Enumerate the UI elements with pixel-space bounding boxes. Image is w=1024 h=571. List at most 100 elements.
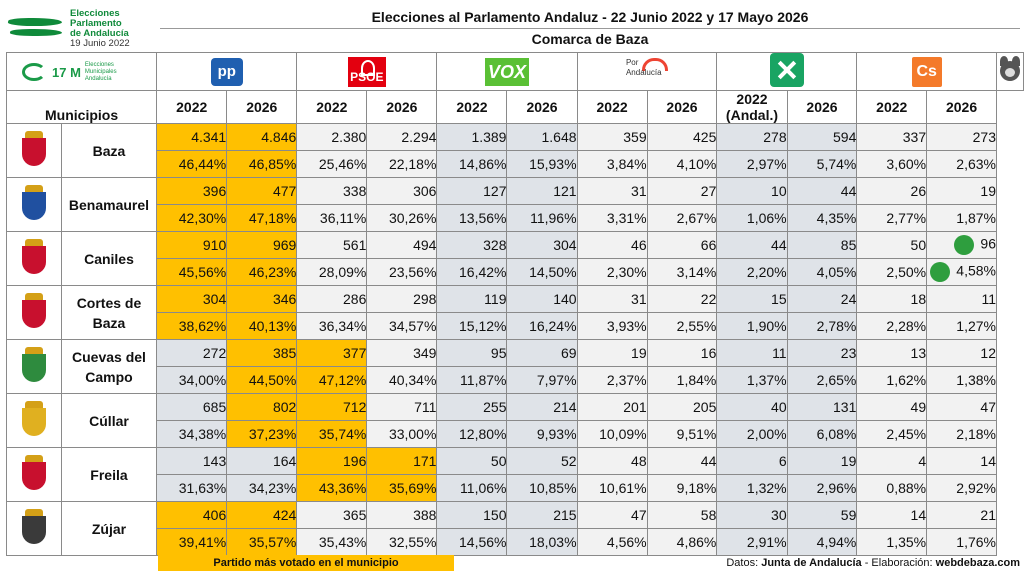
vote-cell: 969	[226, 231, 298, 259]
17m-ring-icon	[22, 63, 46, 81]
percent-cell: 25,46%	[296, 150, 368, 178]
vote-cell: 58	[646, 501, 718, 529]
year-header: 2026	[226, 90, 298, 124]
percent-cell: 3,60%	[856, 150, 928, 178]
percent-cell: 14,86%	[436, 150, 508, 178]
percent-cell: 1,62%	[856, 366, 928, 394]
table-row: 38,62% 40,13% 36,34% 34,57% 15,12% 16,24% 3,93…	[7, 312, 1024, 340]
vote-cell: 388	[366, 501, 438, 529]
logo-cell	[5, 52, 158, 91]
vote-cell: 31	[576, 177, 648, 205]
percent-cell: 40,13%	[226, 312, 298, 340]
table-row: Cúllar 685 802 712 711 255 214 201 205 40 131 49 47	[6, 393, 1024, 448]
municipio-name: Baza	[60, 123, 158, 178]
percent-cell: 31,63%	[156, 474, 228, 502]
percent-cell: 35,57%	[226, 528, 298, 556]
percent-cell: 34,38%	[156, 420, 228, 448]
percent-cell: 33,00%	[366, 420, 438, 448]
percent-cell: 2,45%	[856, 420, 928, 448]
percent-cell: 43,36%	[296, 474, 368, 502]
vote-cell: 121	[506, 177, 578, 205]
vox-icon: VOX	[484, 57, 529, 86]
vote-cell: 1.648	[506, 123, 578, 151]
vote-cell: 802	[226, 393, 298, 421]
source-credit: Datos: Junta de Andalucía - Elaboración:…	[726, 557, 1020, 569]
vote-cell: 19	[576, 339, 648, 367]
percent-cell: 34,23%	[226, 474, 298, 502]
vote-cell: 12	[926, 339, 997, 367]
vote-cell: 349	[366, 339, 438, 367]
percent-cell: 7,97%	[506, 366, 578, 394]
percent-cell: 14,50%	[506, 258, 578, 286]
crest-icon	[6, 501, 62, 556]
percent-cell: 35,43%	[296, 528, 368, 556]
vote-cell: 95	[436, 339, 508, 367]
percent-cell: 2,37%	[576, 366, 648, 394]
table-row: Caniles 910 969 561 494 328 304 46 66 44 85 50 96	[6, 231, 1024, 286]
percent-cell: 14,56%	[436, 528, 508, 556]
elecciones-logo: Elecciones Parlamento de Andalucía 19 Ju…	[7, 8, 158, 50]
percent-cell: 2,92%	[926, 474, 997, 502]
municipio-name: Cuevas del Campo	[60, 339, 158, 394]
vote-cell: 205	[646, 393, 718, 421]
table-row: 42,30% 47,18% 36,11% 30,26% 13,56% 11,96% 3,31…	[7, 204, 1024, 232]
percent-cell: 4,35%	[786, 204, 858, 232]
vote-cell: 50	[436, 447, 508, 475]
vote-cell: 4	[856, 447, 928, 475]
percent-cell: 34,00%	[156, 366, 228, 394]
table-row: Freila 143 164 196 171 50 52 48 44 6 19 4 14	[6, 447, 1024, 502]
table-row: Benamaurel 396 477 338 306 127 121 31 27 10 44 26 19	[6, 177, 1024, 232]
percent-cell: 2,96%	[786, 474, 858, 502]
percent-cell: 3,93%	[576, 312, 648, 340]
vote-cell: 377	[296, 339, 368, 367]
percent-cell: 10,09%	[576, 420, 648, 448]
percent-cell: 44,50%	[226, 366, 298, 394]
party-logo-por-andalucia: Por Andalucía	[576, 52, 718, 91]
percent-cell: 45,56%	[156, 258, 228, 286]
percent-cell: 22,18%	[366, 150, 438, 178]
percent-cell: 2,30%	[576, 258, 648, 286]
vote-cell: 10	[716, 177, 788, 205]
vote-cell: 13	[856, 339, 928, 367]
vote-cell: 15	[716, 285, 788, 313]
psoe-icon: PSOE	[347, 56, 386, 87]
percent-cell: 30,26%	[366, 204, 438, 232]
vote-cell: 406	[156, 501, 228, 529]
vote-cell: 561	[296, 231, 368, 259]
vote-cell: 40	[716, 393, 788, 421]
municipio-name: Cúllar	[60, 393, 158, 448]
vote-cell: 359	[576, 123, 648, 151]
percent-cell: 13,56%	[436, 204, 508, 232]
vote-cell: 16	[646, 339, 718, 367]
crest-icon	[6, 339, 62, 394]
vote-cell: 1.389	[436, 123, 508, 151]
page-subtitle: Comarca de Baza	[531, 31, 649, 47]
vote-cell: 685	[156, 393, 228, 421]
page-title: Elecciones al Parlamento Andaluz - 22 Ju…	[160, 6, 1020, 29]
percent-cell: 2,50%	[856, 258, 928, 286]
table-row: Zújar 406 424 365 388 150 215 47 58 30 59 14 21	[6, 501, 1024, 556]
percent-cell: 2,55%	[646, 312, 718, 340]
percent-cell: 34,57%	[366, 312, 438, 340]
vote-cell: 396	[156, 177, 228, 205]
party-logo-vox: VOX	[436, 52, 578, 91]
crest-icon	[6, 447, 62, 502]
table-row: 39,41% 35,57% 35,43% 32,55% 14,56% 18,03% 4,56…	[7, 528, 1024, 556]
vote-cell: 196	[296, 447, 368, 475]
vote-cell: 96	[926, 231, 997, 259]
vote-cell: 346	[226, 285, 298, 313]
vote-cell: 48	[576, 447, 648, 475]
vote-cell: 44	[716, 231, 788, 259]
vote-cell: 711	[366, 393, 438, 421]
percent-cell: 35,74%	[296, 420, 368, 448]
vote-cell: 150	[436, 501, 508, 529]
year-header: 2026	[646, 90, 718, 124]
year-header: 2022	[576, 90, 648, 124]
municipio-name: Zújar	[60, 501, 158, 556]
percent-cell: 9,93%	[506, 420, 578, 448]
vote-cell: 164	[226, 447, 298, 475]
vote-cell: 22	[646, 285, 718, 313]
vote-cell: 4.846	[226, 123, 298, 151]
vote-cell: 66	[646, 231, 718, 259]
municipio-name: Freila	[60, 447, 158, 502]
